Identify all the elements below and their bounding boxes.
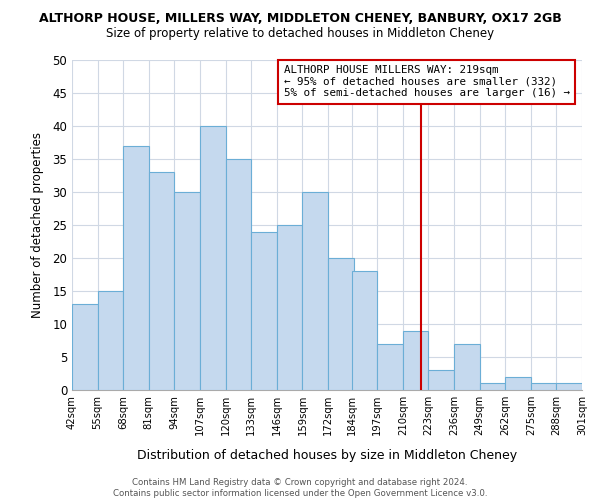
Bar bbox=[72, 304, 98, 390]
Text: ALTHORP HOUSE MILLERS WAY: 219sqm
← 95% of detached houses are smaller (332)
5% : ALTHORP HOUSE MILLERS WAY: 219sqm ← 95% … bbox=[284, 65, 569, 98]
Y-axis label: Number of detached properties: Number of detached properties bbox=[31, 132, 44, 318]
Bar bbox=[556, 384, 582, 390]
Bar bbox=[226, 159, 251, 390]
Bar bbox=[98, 291, 123, 390]
Bar bbox=[352, 271, 377, 390]
Bar bbox=[505, 377, 531, 390]
Bar bbox=[479, 384, 505, 390]
Bar bbox=[428, 370, 454, 390]
Bar bbox=[200, 126, 226, 390]
Bar bbox=[328, 258, 353, 390]
Bar bbox=[175, 192, 200, 390]
Bar bbox=[123, 146, 149, 390]
Text: ALTHORP HOUSE, MILLERS WAY, MIDDLETON CHENEY, BANBURY, OX17 2GB: ALTHORP HOUSE, MILLERS WAY, MIDDLETON CH… bbox=[38, 12, 562, 26]
Bar bbox=[149, 172, 175, 390]
Bar bbox=[251, 232, 277, 390]
Bar bbox=[302, 192, 328, 390]
Bar bbox=[277, 225, 302, 390]
X-axis label: Distribution of detached houses by size in Middleton Cheney: Distribution of detached houses by size … bbox=[137, 449, 517, 462]
Bar bbox=[531, 384, 556, 390]
Bar bbox=[403, 330, 428, 390]
Bar bbox=[377, 344, 403, 390]
Bar bbox=[454, 344, 479, 390]
Text: Contains HM Land Registry data © Crown copyright and database right 2024.
Contai: Contains HM Land Registry data © Crown c… bbox=[113, 478, 487, 498]
Text: Size of property relative to detached houses in Middleton Cheney: Size of property relative to detached ho… bbox=[106, 28, 494, 40]
